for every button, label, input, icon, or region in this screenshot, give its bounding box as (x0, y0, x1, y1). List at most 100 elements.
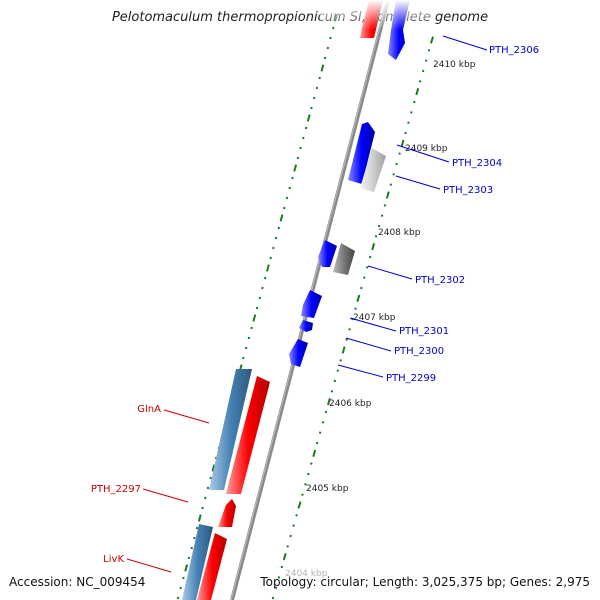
tick-mark-outer (329, 36, 332, 40)
tick-mark-inner (415, 88, 420, 96)
tick-mark-outer (285, 196, 289, 200)
gene-label-pth-2303[interactable]: PTH_2303 (443, 185, 493, 196)
tick-mark-inner (286, 545, 289, 548)
tick-mark-outer (312, 96, 316, 100)
tick-mark-inner (282, 553, 287, 561)
tick-mark-outer (193, 536, 196, 540)
gene-block-pth-2301-small (299, 320, 313, 332)
tick-mark-outer (288, 186, 291, 190)
tick-mark-inner (418, 80, 422, 83)
gene-label-pth-2302[interactable]: PTH_2302 (415, 275, 465, 286)
gene-label-pth-2300[interactable]: PTH_2300 (394, 346, 444, 357)
gene-block-glna-red (226, 376, 270, 494)
tick-mark-outer (302, 136, 305, 140)
tick-mark-inner (277, 576, 281, 579)
tick-mark-inner (304, 483, 307, 486)
tick-mark-outer (244, 346, 248, 350)
tick-mark-inner (410, 111, 413, 114)
topology-text: Topology: circular; Length: 3,025,375 bp… (260, 575, 590, 589)
tick-mark-inner (271, 596, 275, 600)
gene-label-pth-2297[interactable]: PTH_2297 (91, 484, 141, 495)
tick-mark-inner (312, 449, 317, 457)
tick-mark-inner (301, 493, 304, 496)
tick-mark-inner (398, 152, 401, 155)
gene-label-pth-2304[interactable]: PTH_2304 (452, 158, 502, 169)
tick-mark-outer (211, 464, 216, 472)
gene-block-livk-steel (182, 524, 213, 600)
tick-mark-inner (383, 204, 387, 207)
tick-mark-inner (345, 338, 348, 341)
tick-mark-inner (407, 121, 410, 124)
leader-line-pth-2297 (142, 488, 189, 503)
tick-mark-inner (400, 139, 405, 147)
tick-mark-inner (380, 214, 384, 217)
kbp-label-group: 2410 kbp 2409 kbp 2408 kbp 2407 kbp 2406… (285, 60, 476, 579)
tick-mark-outer (310, 106, 313, 110)
tick-mark-outer (269, 256, 272, 260)
tick-mark-outer (306, 114, 311, 122)
tick-mark-outer (258, 296, 261, 300)
tick-mark-outer (195, 526, 199, 530)
gene-label-livk[interactable]: LivK (103, 554, 124, 565)
tick-mark-outer (326, 46, 330, 50)
tick-mark-inner (354, 307, 357, 310)
tick-mark-inner (310, 462, 313, 465)
tick-mark-inner (321, 421, 325, 424)
tick-mark-inner (427, 49, 431, 52)
tick-mark-inner (421, 69, 425, 73)
tick-mark-inner (385, 191, 390, 199)
tick-mark-inner (360, 286, 363, 290)
tick-mark-inner (330, 390, 334, 393)
tick-mark-inner (289, 534, 292, 538)
tick-mark-outer (315, 86, 319, 90)
kbp-label-2404: 2404 kbp (285, 569, 328, 579)
tick-mark-outer (179, 586, 182, 590)
tick-mark-outer (201, 506, 204, 510)
gene-label-glna[interactable]: GlnA (137, 404, 161, 415)
kbp-label-2410: 2410 kbp (433, 60, 476, 70)
leader-line-pth-2304 (396, 144, 450, 163)
gene-block-pth-2301 (301, 290, 322, 318)
tick-mark-outer (272, 246, 275, 250)
top-fade-overlay (320, 0, 430, 30)
tick-mark-outer (318, 76, 321, 80)
leader-line-livk (126, 558, 172, 573)
tick-mark-outer (176, 596, 180, 600)
tick-mark-inner (333, 379, 337, 383)
gene-label-pth-2306[interactable]: PTH_2306 (489, 45, 539, 56)
kbp-label-2407: 2407 kbp (353, 313, 396, 323)
gene-block-glna (209, 369, 252, 490)
tick-mark-inner (365, 266, 369, 269)
tick-mark-outer (291, 176, 294, 180)
kbp-label-2409: 2409 kbp (405, 144, 448, 154)
tick-mark-outer (279, 214, 284, 222)
gene-block-livk-red (197, 533, 227, 600)
tick-mark-outer (209, 476, 212, 480)
tick-mark-outer (250, 326, 253, 330)
tick-mark-outer (283, 206, 286, 210)
tick-mark-outer (206, 486, 210, 490)
tick-mark-outer (204, 496, 207, 500)
tick-mark-inner (363, 276, 366, 279)
tick-mark-outer (266, 264, 270, 272)
tick-mark-outer (277, 226, 281, 230)
leader-line-pth-2299 (337, 364, 384, 378)
tick-mark-outer (261, 286, 264, 290)
tick-mark-outer (255, 306, 259, 310)
tick-mark-outer (274, 236, 278, 240)
tick-mark-inner (377, 224, 381, 228)
kbp-label-2406: 2406 kbp (329, 399, 372, 409)
tick-mark-inner (404, 131, 407, 135)
leader-line-pth-2301 (349, 317, 397, 332)
tick-mark-outer (190, 546, 193, 550)
gene-block-pth-2302-b (333, 243, 355, 275)
gene-label-pth-2299[interactable]: PTH_2299 (386, 373, 436, 384)
gene-label-pth-2301[interactable]: PTH_2301 (399, 326, 449, 337)
gene-block-pth-2303 (360, 148, 386, 192)
leader-line-pth-2302 (367, 265, 413, 280)
left-gene-labels: GlnA PTH_2297 LivK (91, 404, 210, 573)
tick-mark-inner (336, 369, 340, 372)
tick-mark-outer (252, 314, 257, 322)
